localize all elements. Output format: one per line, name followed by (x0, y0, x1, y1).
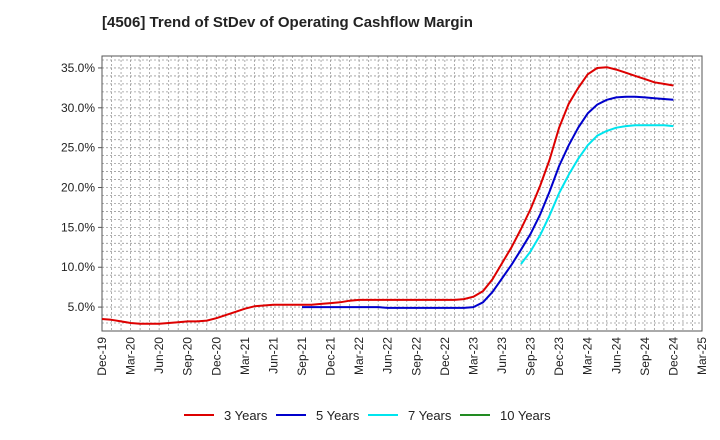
x-tick-label: Mar-24 (581, 337, 595, 375)
x-tick-label: Dec-21 (324, 337, 338, 376)
x-tick-label: Dec-24 (666, 337, 680, 376)
chart-title: [4506] Trend of StDev of Operating Cashf… (102, 14, 473, 31)
plot-frame (101, 55, 703, 332)
y-tick-label: 25.0% (61, 141, 95, 155)
y-tick-label: 15.0% (61, 220, 95, 234)
x-tick-label: Mar-25 (695, 337, 709, 375)
y-tick-label: 10.0% (61, 260, 95, 274)
x-tick-label: Jun-21 (266, 337, 280, 374)
y-tick-label: 30.0% (61, 101, 95, 115)
x-tick-label: Sep-23 (524, 337, 538, 376)
x-tick-label: Mar-21 (238, 337, 252, 375)
x-tick-label: Sep-21 (295, 337, 309, 376)
legend-label: 7 Years (408, 408, 452, 423)
legend: 3 Years 5 Years 7 Years 10 Years (184, 408, 551, 423)
x-tick-label: Jun-20 (152, 337, 166, 374)
grid-lines (101, 56, 703, 332)
series-lines (101, 66, 674, 325)
x-tick-label: Sep-22 (409, 337, 423, 376)
x-tick-label: Mar-20 (124, 337, 138, 375)
x-tick-label: Jun-24 (609, 337, 623, 374)
x-tick-label: Dec-22 (438, 337, 452, 376)
x-tick-label: Sep-20 (181, 337, 195, 376)
x-tick-label: Jun-22 (381, 337, 395, 374)
x-axis-ticks: Dec-19 Mar-20 Jun-20 Sep-20 Dec-20 Mar-21 Jun-… (95, 337, 709, 376)
x-tick-label: Mar-23 (466, 337, 480, 375)
x-tick-label: Dec-20 (209, 337, 223, 376)
legend-label: 3 Years (224, 408, 268, 423)
legend-label: 10 Years (500, 408, 551, 423)
y-tick-label: 5.0% (68, 300, 96, 314)
x-tick-label: Jun-23 (495, 337, 509, 374)
x-tick-label: Dec-23 (552, 337, 566, 376)
y-tick-label: 35.0% (61, 61, 95, 75)
series-line-3-years (101, 66, 674, 325)
x-tick-label: Mar-22 (352, 337, 366, 375)
legend-label: 5 Years (316, 408, 360, 423)
y-axis-ticks: 5.0% 10.0% 15.0% 20.0% 25.0% 30.0% 35.0% (61, 61, 102, 314)
series-line-5-years (302, 95, 674, 309)
x-tick-label: Dec-19 (95, 337, 109, 376)
series-line-7-years (520, 124, 674, 265)
y-tick-label: 20.0% (61, 181, 95, 195)
x-tick-label: Sep-24 (638, 337, 652, 376)
